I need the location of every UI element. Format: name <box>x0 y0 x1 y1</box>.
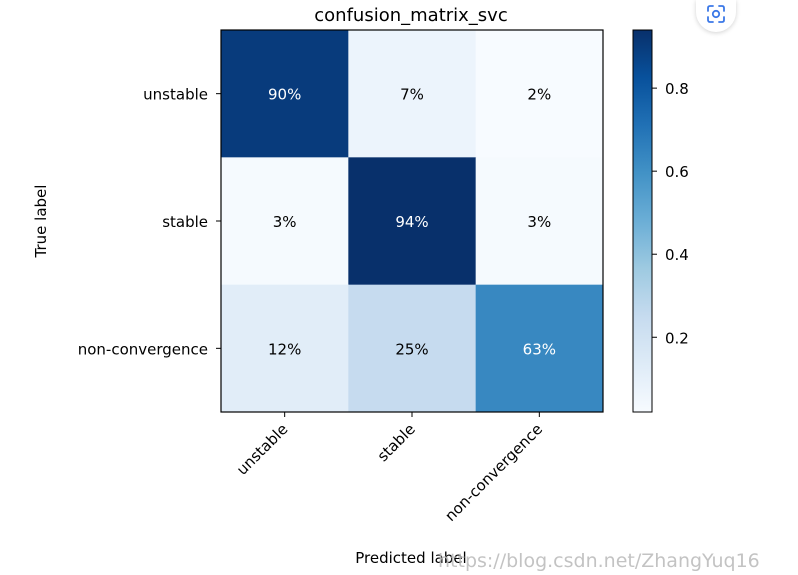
chart-title: confusion_matrix_svc <box>314 5 507 26</box>
heatmap-cell <box>221 284 349 413</box>
x-axis-ticks: unstable stable non-convergence <box>233 412 546 525</box>
heatmap-cell <box>221 30 349 158</box>
y-tick-label: stable <box>162 213 208 231</box>
cell-value-label: 94% <box>395 213 428 231</box>
colorbar <box>632 29 653 413</box>
cell-value-label: 25% <box>395 340 428 358</box>
heatmap-cell <box>221 157 349 286</box>
cell-value-label: 7% <box>400 86 424 104</box>
scan-icon <box>705 3 727 29</box>
cell-value-label: 2% <box>527 86 551 104</box>
heatmap-cell <box>475 157 604 286</box>
heatmap-cell <box>348 30 477 158</box>
heatmap-cell <box>475 30 604 158</box>
y-axis-label: True label <box>32 185 50 259</box>
cell-value-label: 12% <box>268 340 301 358</box>
heatmap-cell-labels: 90% 7% 2% 3% 94% 3% 12% 25% 63% <box>268 86 556 359</box>
heatmap-cells <box>221 30 604 413</box>
x-tick-label: stable <box>374 420 419 465</box>
cell-value-label: 63% <box>523 340 556 358</box>
x-axis-label: Predicted label <box>355 549 466 567</box>
heatmap-cell <box>475 284 604 413</box>
y-tick-label: unstable <box>143 86 208 104</box>
heatmap-cell <box>348 157 477 286</box>
y-axis-ticks: unstable stable non-convergence <box>78 86 221 358</box>
heatmap-cell <box>348 284 477 413</box>
colorbar-tick-label: 0.8 <box>665 80 689 98</box>
colorbar-ticks: 0.2 0.4 0.6 0.8 <box>652 80 689 347</box>
colorbar-tick-label: 0.4 <box>665 246 689 264</box>
colorbar-tick-label: 0.6 <box>665 163 689 181</box>
y-tick-label: non-convergence <box>78 340 208 358</box>
watermark: https://blog.csdn.net/ZhangYuq16 <box>438 550 760 572</box>
cell-value-label: 3% <box>273 213 297 231</box>
x-tick-label: non-convergence <box>441 420 546 525</box>
cell-value-label: 3% <box>527 213 551 231</box>
scan-button[interactable] <box>696 0 736 32</box>
cell-value-label: 90% <box>268 86 301 104</box>
colorbar-tick-label: 0.2 <box>665 329 689 347</box>
x-tick-label: unstable <box>233 420 292 479</box>
